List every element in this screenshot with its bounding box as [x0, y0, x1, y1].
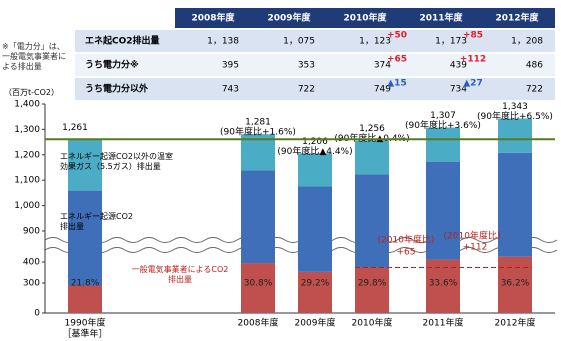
bar-segment [426, 161, 460, 260]
bar-segment [68, 285, 102, 313]
table-cell: 743 [222, 85, 239, 95]
table-change: +85 [463, 31, 483, 41]
comparison-label: (90年度比+6.5%) [477, 110, 553, 122]
table-change: +112 [460, 55, 486, 65]
row-label: うち電力分以外 [85, 83, 148, 95]
table-cell: 1，208 [511, 37, 543, 47]
comparison-label: (90年度比+3.6%) [405, 119, 481, 131]
annotation: (2010年度比) [378, 234, 435, 246]
bar-segment [298, 153, 332, 187]
annotation: +65 [397, 248, 416, 258]
y-tick-label: 1,400 [14, 100, 40, 110]
x-tick-label: 2008年度 [238, 317, 279, 329]
bar-segment [498, 118, 532, 153]
bar-segment [426, 127, 460, 162]
table-cell: 734 [450, 85, 467, 95]
table-cell: 722 [298, 85, 315, 95]
table-cell: 722 [526, 85, 543, 95]
y-tick-label: 1,300 [14, 125, 40, 135]
y-tick-label: 1,000 [14, 201, 40, 211]
x-tick-label: 2012年度 [495, 317, 536, 329]
share-label: 30.8% [244, 279, 273, 289]
x-tick-label: 1990年度 [65, 317, 106, 329]
table-change: +50 [387, 31, 407, 41]
x-tick-label: 2010年度 [352, 317, 393, 329]
table-change: ▲15 [387, 79, 406, 89]
bar-segment [355, 267, 389, 313]
y-tick-label: 900 [23, 227, 40, 237]
table-header-bg [175, 8, 555, 28]
series-label: 一般電気事業者によるCO2排出量 [131, 265, 229, 284]
share-label: 29.8% [358, 279, 387, 289]
table-cell: 1，173 [435, 37, 467, 47]
table-change: ▲27 [463, 79, 482, 89]
comparison-label: (90年度比▲0.4%) [334, 132, 409, 144]
annotation: (2010年度比) [444, 230, 501, 242]
series-label: エネルギー起源CO2以外の温室効果ガス（5.5ガス）排出量 [60, 152, 173, 171]
total-label: 1,281 [245, 118, 271, 128]
y-tick-label: 1,100 [14, 176, 40, 186]
bar-segment [68, 139, 102, 191]
y-tick-label: 1,200 [14, 150, 40, 160]
bar-segment [426, 259, 460, 313]
table-row-bg [75, 30, 555, 52]
category-sublabel: ［基準年］ [62, 328, 107, 340]
bar-segment [241, 170, 275, 264]
y-tick-label: 400 [23, 258, 40, 268]
share-label: 36.2% [501, 279, 530, 289]
total-label: 1,256 [359, 124, 385, 134]
share-label: 21.8% [71, 279, 100, 289]
table-cell: 1，123 [359, 37, 391, 47]
comparison-label: (90年度比+1.6%) [220, 126, 296, 138]
bar-segment [241, 263, 275, 313]
table-header: 2008年度 [191, 12, 235, 24]
x-tick-label: 2011年度 [423, 317, 464, 329]
annotation: +112 [463, 243, 488, 253]
row-label: うち電力分※ [85, 59, 139, 71]
bar-segment [298, 186, 332, 272]
table-cell: 749 [374, 85, 391, 95]
bar-segment [355, 174, 389, 268]
table-header: 2010年度 [343, 12, 387, 24]
table-cell: 353 [298, 61, 315, 71]
bar-segment [498, 256, 532, 313]
share-label: 33.6% [429, 279, 458, 289]
table-cell: 395 [222, 61, 239, 71]
table-cell: 1，075 [283, 37, 315, 47]
table-cell: 486 [526, 61, 543, 71]
table-change: +65 [387, 55, 407, 65]
y-tick-label: 300 [23, 279, 40, 289]
bar-segment [355, 140, 389, 175]
row-label: エネ起CO2排出量 [85, 35, 160, 47]
x-tick-label: 2009年度 [295, 317, 336, 329]
y-tick-label: 0 [34, 309, 40, 319]
total-label: 1,206 [302, 137, 328, 147]
total-label: 1,343 [502, 102, 528, 112]
table-header: 2011年度 [419, 12, 463, 24]
note: ※「電力分」は、一般電気事業者による排出量 [2, 42, 66, 71]
total-label: 1,307 [430, 111, 456, 121]
table-row-bg [75, 54, 555, 76]
bar-segment [298, 271, 332, 313]
series-label: エネルギー起源CO2排出量 [60, 212, 133, 231]
table-cell: 1，138 [207, 37, 239, 47]
comparison-label: (90年度比▲4.4%) [277, 145, 352, 157]
bar-segment [68, 190, 102, 286]
table-header: 2012年度 [495, 12, 539, 24]
table-row-bg [75, 78, 555, 100]
table-cell: 374 [374, 61, 391, 71]
table-header: 2009年度 [267, 12, 311, 24]
table-cell: 439 [450, 61, 467, 71]
share-label: 29.2% [301, 279, 330, 289]
total-label: 1,261 [62, 123, 88, 133]
unit-label: （百万t-CO2） [4, 88, 59, 97]
bar-segment [498, 152, 532, 257]
